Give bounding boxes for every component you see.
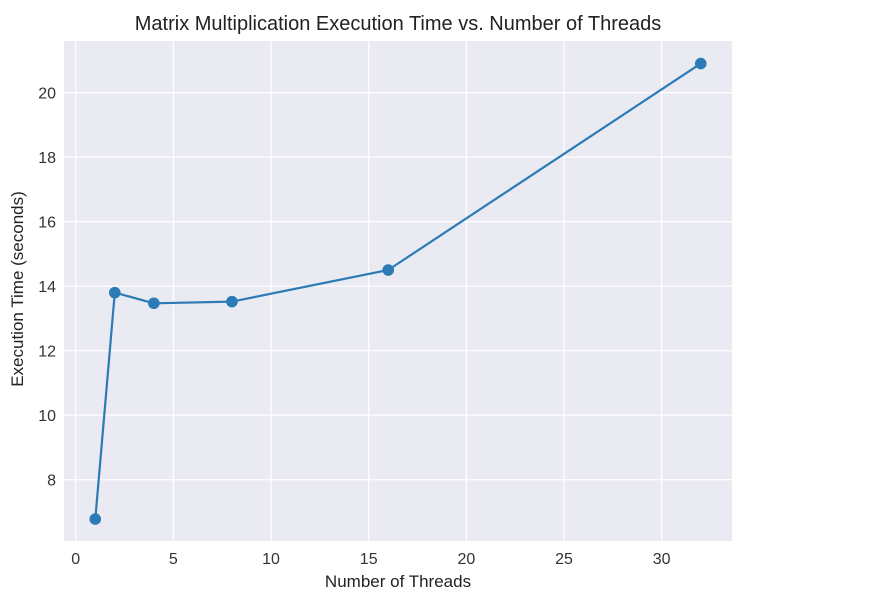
y-axis: 8 10 12 14 16 18 20 <box>38 86 56 490</box>
plot-area <box>64 41 732 541</box>
y-tick-label: 8 <box>47 473 56 490</box>
x-tick-label: 0 <box>71 551 80 568</box>
x-axis: 0 5 10 15 20 25 30 <box>71 551 670 568</box>
x-tick-label: 5 <box>169 551 178 568</box>
x-tick-label: 10 <box>262 551 280 568</box>
series-group <box>89 57 707 525</box>
data-point <box>89 513 102 525</box>
series-line <box>94 62 702 520</box>
data-point <box>148 297 160 310</box>
chart-title: Matrix Multiplication Execution Time vs.… <box>135 13 662 35</box>
x-tick-label: 30 <box>653 551 671 568</box>
y-tick-label: 10 <box>38 408 56 425</box>
data-point <box>694 57 707 70</box>
y-axis-label: Execution Time (seconds) <box>8 191 27 387</box>
y-tick-label: 20 <box>38 86 56 103</box>
y-tick-label: 14 <box>38 279 56 296</box>
x-tick-label: 25 <box>555 551 573 568</box>
data-point <box>108 286 121 299</box>
y-tick-label: 12 <box>38 344 56 361</box>
x-axis-label: Number of Threads <box>325 572 471 591</box>
x-tick-label: 15 <box>360 551 378 568</box>
x-tick-label: 20 <box>457 551 475 568</box>
data-point <box>382 264 395 276</box>
y-tick-label: 16 <box>38 215 56 232</box>
data-point <box>226 295 238 308</box>
y-tick-label: 18 <box>38 150 56 167</box>
grid <box>64 41 732 541</box>
